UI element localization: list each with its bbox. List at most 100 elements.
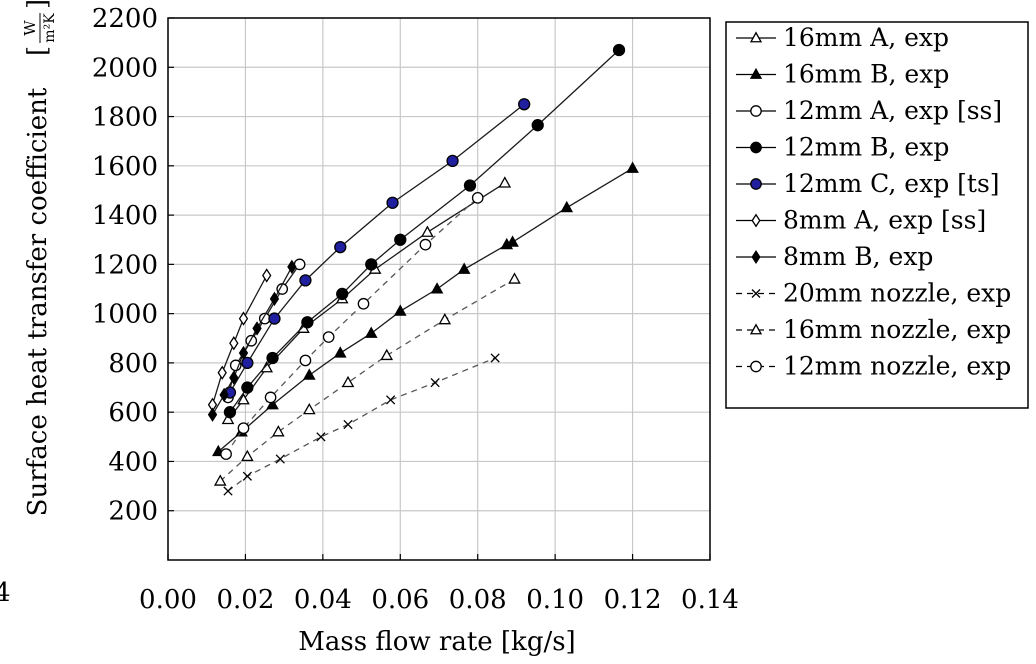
series-line — [227, 357, 496, 492]
series-line — [211, 275, 268, 405]
data-point — [518, 98, 531, 111]
legend-item-6: 8mm A, exp [ss] — [736, 206, 986, 235]
x-tick-label: 0.14 — [681, 585, 739, 615]
data-point — [612, 43, 626, 57]
data-point — [223, 406, 237, 419]
data-point — [393, 304, 407, 316]
data-point — [364, 326, 378, 338]
x-tick-label: 0.06 — [371, 585, 429, 615]
legend-label: 12mm A, exp [ss] — [783, 96, 1002, 125]
data-point — [365, 258, 378, 271]
data-point — [303, 368, 316, 380]
legend-label: 20mm nozzle, exp — [783, 279, 1011, 308]
series-7 — [207, 259, 297, 422]
y-tick-label: 1600 — [92, 152, 158, 182]
y-tick-label: 2200 — [92, 4, 158, 34]
data-point — [238, 311, 249, 326]
data-point — [341, 375, 355, 388]
series-layer — [207, 43, 639, 496]
legend-marker — [750, 360, 762, 373]
marker-stroke — [223, 486, 233, 496]
data-point — [626, 161, 639, 173]
legend-item-1: 16mm A, exp — [736, 23, 949, 52]
legend-marker — [750, 178, 762, 190]
series-line — [225, 197, 479, 455]
legend-label: 8mm B, exp — [783, 242, 933, 271]
y-tick-label: 1800 — [92, 103, 158, 133]
series-10 — [220, 191, 484, 460]
data-point — [229, 359, 242, 372]
data-point — [336, 287, 349, 301]
marker-stroke — [490, 353, 500, 363]
data-point — [252, 321, 262, 336]
legend-label: 12mm nozzle, exp — [783, 352, 1011, 381]
data-point — [241, 449, 254, 462]
series-5 — [223, 98, 531, 399]
x-tick-label: 0.08 — [449, 585, 507, 615]
series-6 — [207, 268, 272, 412]
y-tick-label: 400 — [108, 447, 158, 477]
y-tick-label: 200 — [108, 497, 158, 527]
legend-box — [725, 21, 1029, 409]
data-point — [490, 353, 500, 363]
x-tick-label: 0.02 — [216, 585, 274, 615]
data-point — [266, 397, 279, 410]
data-point — [266, 351, 279, 365]
legend-marker — [751, 289, 761, 298]
data-point — [262, 268, 272, 283]
x-tick-label: 0.04 — [294, 585, 352, 615]
legend: 16mm A, exp 16mm B, exp 12mm A, exp [ss] 12… — [725, 21, 1029, 409]
marker-stroke — [316, 432, 326, 442]
data-point — [333, 346, 347, 358]
legend-label: 12mm B, exp — [783, 133, 949, 162]
data-point — [221, 412, 235, 425]
data-point — [219, 387, 229, 403]
data-point — [229, 336, 239, 351]
legend-item-7: 8mm B, exp — [736, 242, 933, 271]
series-line — [229, 49, 620, 413]
data-point — [438, 312, 452, 325]
data-point — [430, 377, 440, 388]
data-point — [386, 196, 399, 209]
y-axis-label-text: Surface heat transfer coefficient — [23, 87, 53, 516]
series-line — [229, 103, 525, 393]
data-point — [287, 259, 297, 274]
legend-label: 8mm A, exp [ss] — [783, 206, 986, 235]
data-point — [299, 274, 312, 287]
legend-marker — [750, 141, 762, 154]
data-point — [217, 365, 227, 380]
data-point — [385, 395, 396, 405]
legend-marker — [751, 213, 761, 228]
y-tick-label: 1200 — [92, 250, 158, 280]
data-point — [299, 354, 312, 367]
data-point — [242, 471, 252, 481]
data-point — [237, 422, 250, 435]
data-point — [498, 176, 512, 188]
y-tick-label: 2000 — [92, 53, 158, 83]
y-tick-label: 1000 — [92, 300, 158, 330]
data-point — [268, 312, 281, 325]
data-point — [238, 345, 249, 361]
y-axis-label: Surface heat transfer coefficient [ W m²… — [21, 0, 58, 516]
legend-marker — [749, 323, 763, 335]
tick-marks — [167, 17, 711, 560]
data-point — [471, 191, 484, 204]
y-axis-unit-numerator: W — [21, 20, 39, 36]
data-point — [241, 356, 254, 370]
data-point — [223, 486, 233, 496]
margin-number: 4 — [0, 578, 11, 608]
legend-label: 12mm C, exp [ts] — [783, 169, 1000, 198]
data-point — [213, 474, 227, 486]
legend-item-8: 20mm nozzle, exp — [736, 279, 1011, 308]
data-point — [531, 119, 544, 132]
data-point — [303, 402, 316, 415]
data-point — [430, 282, 444, 294]
y-axis-unit-denominator: m²K — [42, 13, 58, 43]
data-point — [334, 240, 347, 254]
data-point — [508, 272, 521, 284]
data-point — [394, 233, 407, 246]
legend-item-3: 12mm A, exp [ss] — [736, 96, 1002, 125]
legend-item-9: 16mm nozzle, exp — [736, 315, 1011, 344]
legend-label: 16mm B, exp — [783, 60, 949, 89]
x-axis-label: Mass flow rate [kg/s] — [298, 627, 575, 657]
